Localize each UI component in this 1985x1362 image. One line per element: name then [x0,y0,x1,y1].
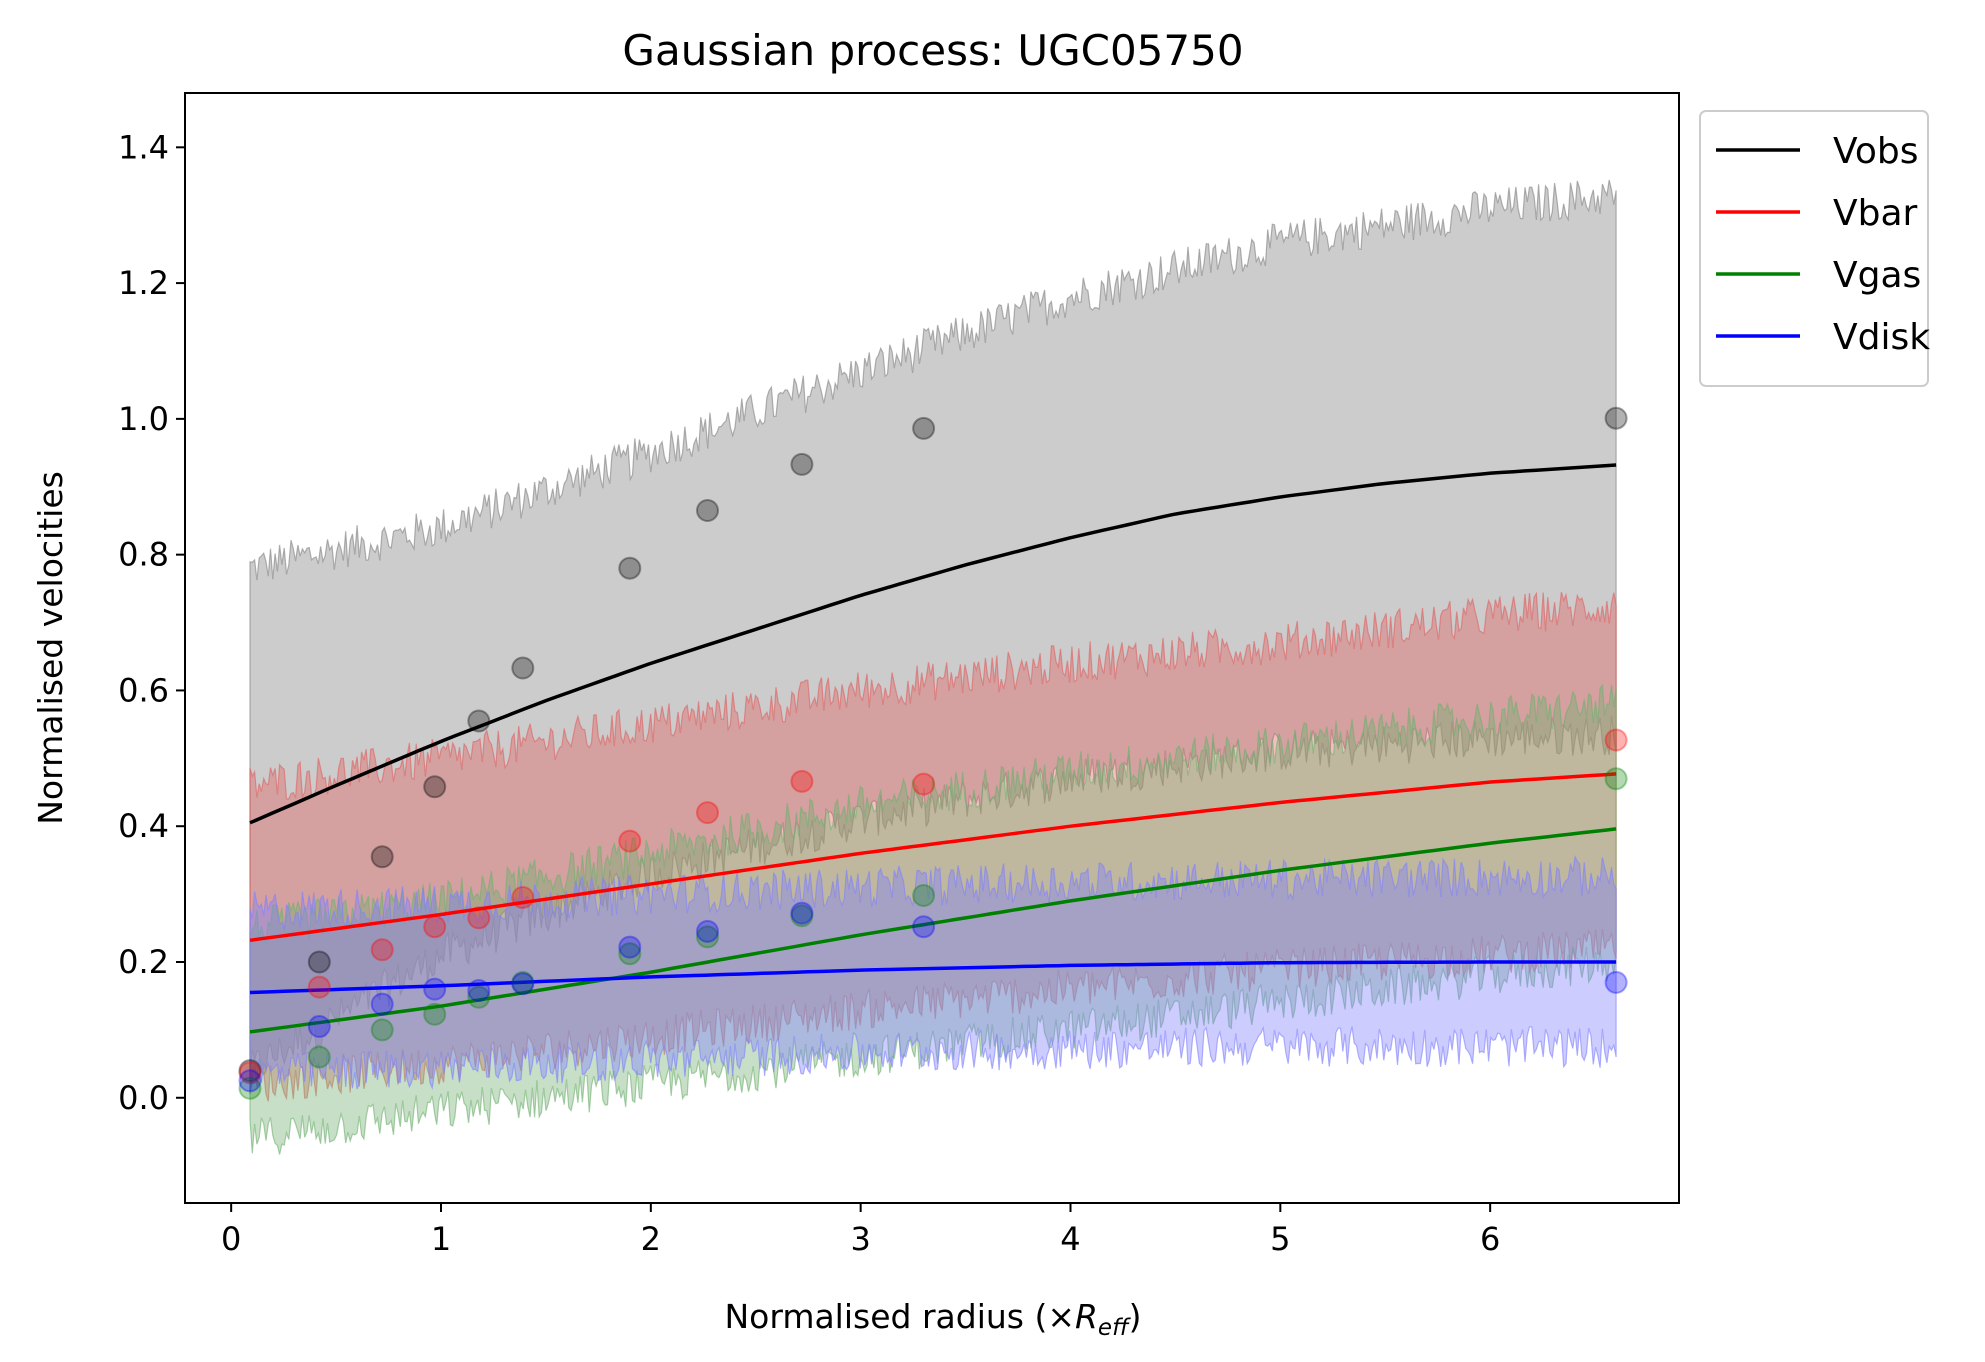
data-point-vbar [618,829,642,853]
y-tick-label: 1.2 [118,264,169,302]
data-point-vbar [696,801,719,825]
mean-line-vdisk [249,960,1617,995]
data-point-vobs [307,950,331,974]
y-tick-label: 0.2 [118,943,169,981]
axis-ticks: 0 1 2 3 4 5 6 0.0 0.2 0.4 0.6 0.8 1.0 1.2 1.4 [118,128,1500,1258]
data-point-vgas [423,1002,447,1026]
data-point-vbar [790,769,814,793]
data-point-vobs [423,775,447,799]
plot-area [238,179,1628,1155]
y-tick-label: 0.0 [118,1079,169,1117]
data-point-vdisk [790,901,814,925]
data-point-vgas [696,925,719,949]
data-point-vbar [511,886,535,909]
band-vdisk [249,854,1617,1094]
data-point-vobs [511,656,535,680]
x-tick-label: 2 [641,1220,661,1258]
data-point-vbar [912,772,936,796]
data-point-vobs [696,499,719,522]
data-point-vobs [912,416,936,440]
data-point-vdisk [511,972,535,996]
mean-line-vbar [249,772,1617,943]
y-tick-label: 0.8 [118,536,169,574]
legend-label-vgas: Vgas [1833,255,1921,296]
x-tick-label: 6 [1480,1220,1500,1258]
x-axis-label-close: ) [1129,1297,1142,1336]
data-point-vgas [1604,767,1628,791]
data-point-vobs [1604,406,1628,430]
x-axis-label-math: R [1075,1297,1098,1336]
axes-frame [184,92,1680,1204]
data-point-vbar [307,975,331,999]
data-point-vdisk [1604,970,1628,994]
data-point-vobs [467,709,491,733]
legend-box [1699,110,1929,387]
data-point-vobs [618,556,642,580]
x-tick-label: 0 [221,1220,241,1258]
y-axis-label: Normalised velocities [31,471,70,825]
data-point-vbar [423,915,447,939]
legend-label-vdisk: Vdisk [1833,317,1930,358]
y-tick-label: 1.0 [118,400,169,438]
data-point-vobs [370,845,394,869]
data-point-vdisk [370,992,394,1016]
data-point-vgas [511,970,535,994]
mean-line-vgas [249,827,1617,1034]
legend-label-vbar: Vbar [1833,193,1918,234]
legend-label-vobs: Vobs [1833,131,1918,172]
legend: Vobs Vbar Vgas Vdisk [1699,110,1930,387]
data-point-vdisk [307,1015,331,1038]
data-point-vdisk [238,1069,262,1093]
data-point-vdisk [912,915,936,939]
y-tick-label: 0.4 [118,807,169,845]
data-point-vgas [238,1076,262,1100]
data-point-vobs [790,452,814,476]
data-point-vdisk [618,935,642,959]
x-tick-label: 4 [1060,1220,1080,1258]
data-point-vdisk [467,979,491,1002]
x-axis-label: Normalised radius (×Reff) [724,1297,1141,1341]
x-axis-label-subscript: eff [1098,1315,1131,1341]
data-point-vobs [238,1059,262,1083]
x-axis-label-text: Normalised radius (× [724,1297,1075,1336]
chart-title: Gaussian process: UGC05750 [622,26,1243,75]
data-point-vgas [618,942,642,966]
y-tick-label: 1.4 [118,128,169,166]
data-point-vgas [467,985,491,1009]
data-point-vgas [790,904,814,928]
data-point-vbar [238,1061,262,1085]
data-point-vdisk [423,977,447,1001]
data-point-vgas [370,1018,394,1042]
mean-line-vobs [249,463,1617,825]
data-point-vdisk [696,919,719,943]
data-point-vbar [1604,728,1628,752]
data-point-vbar [467,906,491,930]
data-point-vbar [370,938,394,962]
data-point-vgas [307,1045,331,1069]
x-tick-label: 5 [1270,1220,1290,1258]
y-tick-label: 0.6 [118,671,169,709]
x-tick-label: 1 [431,1220,451,1258]
x-tick-label: 3 [850,1220,870,1258]
data-point-vgas [912,884,936,907]
